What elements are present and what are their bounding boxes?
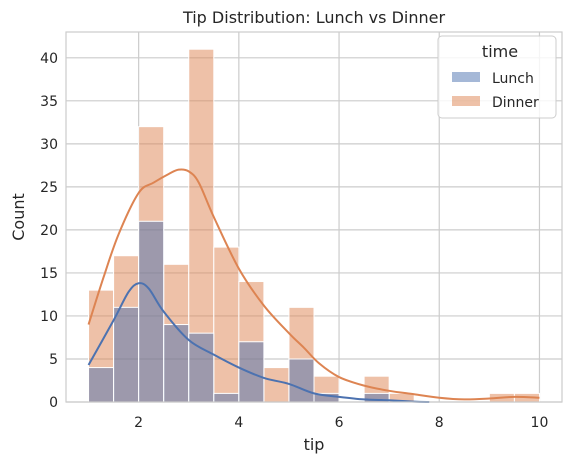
lunch-bar <box>213 392 240 403</box>
chart-title: Tip Distribution: Lunch vs Dinner <box>182 8 446 27</box>
lunch-bar <box>113 306 140 403</box>
y-tick-label: 20 <box>40 223 58 239</box>
x-tick-label: 6 <box>335 415 344 431</box>
y-tick-label: 25 <box>40 180 58 196</box>
legend-label-lunch: Lunch <box>492 71 534 87</box>
legend-swatch-dinner <box>452 96 480 106</box>
legend-label-dinner: Dinner <box>492 95 539 111</box>
dinner-bar <box>213 246 240 403</box>
y-tick-label: 30 <box>40 137 58 153</box>
lunch-bar <box>238 341 265 403</box>
dinner-kde-line <box>87 168 540 401</box>
y-axis-label: Count <box>9 193 28 241</box>
x-axis-label: tip <box>304 435 325 454</box>
y-tick-label: 35 <box>40 94 58 110</box>
lunch-bar <box>288 358 315 403</box>
x-tick-labels: 2 4 6 8 10 <box>134 415 548 431</box>
x-tick-label: 8 <box>435 415 444 431</box>
lunch-bars <box>88 220 390 403</box>
x-tick-label: 10 <box>531 415 549 431</box>
legend-swatch-lunch <box>452 72 480 82</box>
y-tick-labels: 0 5 10 15 20 25 30 35 40 <box>40 51 58 411</box>
dinner-bar <box>263 367 290 403</box>
plot-frame <box>65 31 563 403</box>
legend: time Lunch Dinner <box>437 35 557 119</box>
lunch-bar <box>138 220 165 403</box>
y-tick-label: 10 <box>40 309 58 325</box>
y-tick-label: 5 <box>49 352 58 368</box>
y-tick-label: 0 <box>49 395 58 411</box>
x-tick-label: 4 <box>234 415 243 431</box>
legend-title: time <box>482 42 518 61</box>
lunch-bar <box>188 332 215 403</box>
y-tick-label: 40 <box>40 51 58 67</box>
y-tick-label: 15 <box>40 266 58 282</box>
lunch-kde-line <box>87 282 430 403</box>
x-tick-label: 2 <box>134 415 143 431</box>
lunch-bar <box>88 367 115 403</box>
